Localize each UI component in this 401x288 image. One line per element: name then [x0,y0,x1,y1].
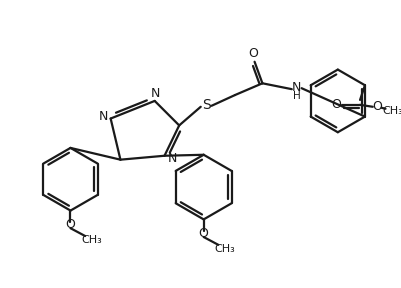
Text: N: N [99,110,108,123]
Text: O: O [331,98,340,111]
Text: O: O [198,227,208,240]
Text: CH₃: CH₃ [214,244,235,254]
Text: H: H [292,91,300,101]
Text: N: N [151,87,160,100]
Text: S: S [202,98,211,112]
Text: N: N [167,152,176,165]
Text: O: O [372,100,382,113]
Text: CH₃: CH₃ [81,235,102,245]
Text: O: O [65,218,75,231]
Text: O: O [248,48,258,60]
Text: CH₃: CH₃ [381,106,401,116]
Text: N: N [291,81,301,94]
